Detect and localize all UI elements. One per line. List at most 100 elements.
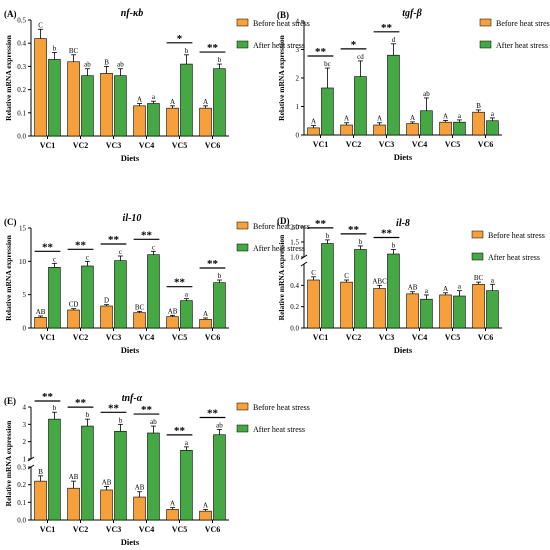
legend-label-before: Before heat stress <box>253 403 310 412</box>
bar-before-heat-stress <box>166 509 179 521</box>
significance-letter: A <box>443 285 448 293</box>
x-tick-label: VC6 <box>478 333 494 342</box>
x-tick-label: VC3 <box>106 333 122 342</box>
x-axis-title: Diets <box>121 345 140 355</box>
panel-a: (A) nf-κb 0.0 0.1 0.2 0.3 0.4 0.5 Relative mRNA … <box>4 8 310 163</box>
significance-letter: AB <box>36 308 46 316</box>
legend: Before heat stress After heat stress <box>236 402 310 434</box>
x-tick-label: VC1 <box>40 141 56 150</box>
y-tick-label: 0.3 <box>17 464 26 472</box>
x-tick-label: VC2 <box>73 141 89 150</box>
y-tick-label: 0.4 <box>290 282 299 290</box>
significance-stars: ** <box>207 258 219 270</box>
bar-after-heat-stress <box>387 54 400 136</box>
y-tick-label: 0.1 <box>17 499 26 507</box>
significance-letter: a <box>491 110 495 118</box>
significance-letter: b <box>185 47 189 55</box>
y-tick-label: 0.0 <box>290 325 299 333</box>
legend-swatch-after <box>236 40 249 49</box>
significance-letter: a <box>425 287 429 295</box>
bar-before-heat-stress <box>166 107 179 137</box>
bar-after-heat-stress <box>48 267 61 329</box>
bar-before-heat-stress <box>406 123 419 136</box>
x-tick-label: VC1 <box>313 333 329 342</box>
bar-before-heat-stress <box>307 279 320 329</box>
legend-swatch-before <box>479 18 492 27</box>
bar-after-heat-stress <box>147 432 160 521</box>
bar-before-heat-stress <box>373 124 386 136</box>
significance-stars: ** <box>207 408 219 420</box>
bar-after-heat-stress <box>453 295 466 329</box>
bar-after-heat-stress <box>420 298 433 329</box>
x-tick-label: VC2 <box>73 333 89 342</box>
significance-letter: b <box>218 272 222 280</box>
significance-letter: a <box>185 439 189 447</box>
significance-letter: BC <box>69 47 79 55</box>
significance-letter: d <box>392 36 396 44</box>
significance-stars: ** <box>141 404 153 416</box>
significance-letter: CD <box>69 301 79 309</box>
y-tick-label: 0.2 <box>290 303 299 311</box>
significance-letter: AB <box>69 473 79 481</box>
bar-after-heat-stress <box>354 249 367 329</box>
y-tick-label: 3 <box>23 421 27 429</box>
significance-letter: b <box>53 44 57 52</box>
bar-before-heat-stress <box>133 105 146 137</box>
x-axis-title: Diets <box>121 537 140 547</box>
y-tick-label: 3 <box>296 46 300 54</box>
x-tick-label: VC4 <box>139 333 155 342</box>
legend-label-after: After heat stress <box>253 425 305 434</box>
x-tick-label: VC6 <box>205 141 221 150</box>
bar-after-heat-stress <box>180 63 193 137</box>
significance-letter: AB <box>102 478 112 486</box>
significance-letter: B <box>38 468 43 476</box>
bar-after-heat-stress <box>486 290 499 329</box>
bar-before-heat-stress <box>439 121 452 136</box>
bar-before-heat-stress <box>100 489 113 521</box>
significance-letter: b <box>359 238 363 246</box>
significance-letter: A <box>203 98 208 106</box>
x-tick-label: VC3 <box>106 525 122 534</box>
bar-after-heat-stress <box>81 265 94 329</box>
legend-swatch-before <box>471 230 484 239</box>
significance-letter: B <box>104 58 109 66</box>
x-tick-label: VC5 <box>172 141 188 150</box>
legend-swatch-before <box>236 402 249 411</box>
panel-b: (B) tgf-β 0 1 2 3 4 Relative mRNA expression VC1… <box>277 8 550 162</box>
bar-after-heat-stress <box>180 450 193 521</box>
bar-after-heat-stress <box>453 121 466 136</box>
significance-letter: C <box>344 272 349 280</box>
y-tick-label: 0.0 <box>17 517 26 525</box>
panel-e: (E) tnf-α 0.0 0.1 0.2 0.31 2 3 4 Relative mRNA ex… <box>4 391 310 547</box>
significance-letter: A <box>203 501 208 509</box>
chart-title: il-8 <box>396 218 410 229</box>
bar-before-heat-stress <box>133 312 146 329</box>
y-tick-label: 4 <box>23 404 27 412</box>
axis-break-mark <box>300 261 308 267</box>
bar-after-heat-stress <box>321 243 334 329</box>
y-tick-label: 1.5 <box>290 239 299 247</box>
y-tick-label: 4 <box>296 18 300 26</box>
y-tick-label: 0.4 <box>17 40 26 48</box>
significance-letter: ab <box>150 418 157 426</box>
y-axis-title: Relative mRNA expression <box>4 34 13 121</box>
significance-letter: b <box>119 416 123 424</box>
chart-title: nf-κb <box>121 8 144 19</box>
significance-letter: c <box>53 255 56 263</box>
significance-letter: A <box>203 310 208 318</box>
significance-stars: ** <box>174 277 186 289</box>
bar-before-heat-stress <box>100 305 113 329</box>
x-tick-label: VC1 <box>40 525 56 534</box>
bar-before-heat-stress <box>166 316 179 329</box>
y-tick-label: 10 <box>19 258 27 266</box>
bar-before-heat-stress <box>34 38 47 137</box>
y-tick-label: 2 <box>23 438 27 446</box>
bar-after-heat-stress <box>354 76 367 136</box>
x-tick-label: VC5 <box>172 333 188 342</box>
y-tick-label: 0.1 <box>17 109 26 117</box>
significance-letter: A <box>170 500 175 508</box>
significance-letter: B <box>476 102 481 110</box>
significance-stars: * <box>351 39 357 51</box>
bar-before-heat-stress <box>307 127 320 136</box>
x-axis-title: Diets <box>394 345 413 355</box>
